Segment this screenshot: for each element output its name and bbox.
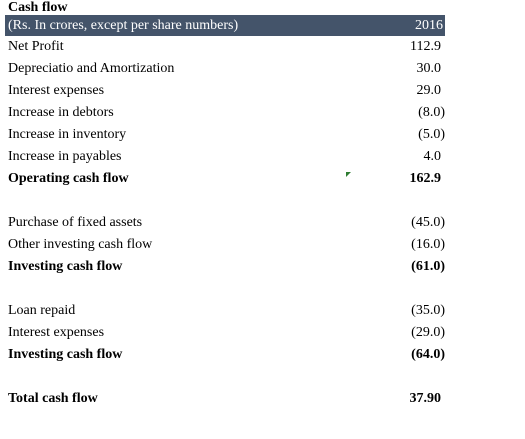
row-value: (45.0)	[411, 215, 445, 230]
row-label: Loan repaid	[8, 303, 76, 318]
year-header: 2016	[415, 18, 443, 33]
row-label: Interest expenses	[8, 83, 105, 98]
table-row: Increase in debtors (8.0)	[5, 102, 445, 124]
row-value: 4.0	[423, 149, 442, 164]
row-value: 30.0	[416, 61, 442, 76]
grand-total-value: 37.90	[409, 391, 442, 406]
row-value: 29.0	[416, 83, 442, 98]
subtotal-label: Operating cash flow	[8, 171, 129, 186]
row-label: Increase in inventory	[8, 127, 127, 142]
table-row: Loan repaid (35.0)	[5, 300, 445, 322]
row-value: (8.0)	[418, 105, 445, 120]
table-row: Interest expenses (29.0)	[5, 322, 445, 344]
cash-flow-sheet: Cash flow (Rs. In crores, except per sha…	[5, 0, 445, 410]
table-row: Depreciatio and Amortization 30.0	[5, 58, 445, 80]
row-value: 112.9	[410, 39, 441, 54]
subtotal-value: (61.0)	[411, 259, 445, 274]
table-row: Increase in payables 4.0	[5, 146, 445, 168]
table-row: Net Profit 112.9	[5, 36, 445, 58]
section-spacer	[5, 278, 445, 300]
subtotal-label: Investing cash flow	[8, 259, 123, 274]
row-value: (35.0)	[411, 303, 445, 318]
row-value: (5.0)	[418, 127, 445, 142]
row-label: Increase in debtors	[8, 105, 114, 120]
row-label: Purchase of fixed assets	[8, 215, 143, 230]
subtotal-value: (64.0)	[411, 347, 445, 362]
units-note: (Rs. In crores, except per share numbers…	[8, 18, 239, 33]
subtotal-row: Investing cash flow (61.0)	[5, 256, 445, 278]
grand-total-label: Total cash flow	[8, 391, 98, 406]
row-label: Other investing cash flow	[8, 237, 153, 252]
row-label: Net Profit	[8, 39, 64, 54]
section-spacer	[5, 366, 445, 388]
cell-comment-marker	[346, 172, 351, 177]
row-label: Interest expenses	[8, 325, 105, 340]
section-spacer	[5, 190, 445, 212]
header-row: (Rs. In crores, except per share numbers…	[5, 15, 445, 36]
subtotal-row: Investing cash flow (64.0)	[5, 344, 445, 366]
sheet-title: Cash flow	[8, 0, 68, 15]
subtotal-label: Investing cash flow	[8, 347, 123, 362]
row-value: (29.0)	[411, 325, 445, 340]
row-label: Depreciatio and Amortization	[8, 61, 175, 76]
sheet-title-row: Cash flow	[5, 0, 445, 15]
table-row: Increase in inventory (5.0)	[5, 124, 445, 146]
grand-total-row: Total cash flow 37.90	[5, 388, 445, 410]
row-label: Increase in payables	[8, 149, 122, 164]
subtotal-value: 162.9	[409, 171, 442, 186]
table-row: Other investing cash flow (16.0)	[5, 234, 445, 256]
table-row: Interest expenses 29.0	[5, 80, 445, 102]
row-value: (16.0)	[411, 237, 445, 252]
subtotal-row: Operating cash flow 162.9	[5, 168, 445, 190]
table-row: Purchase of fixed assets (45.0)	[5, 212, 445, 234]
